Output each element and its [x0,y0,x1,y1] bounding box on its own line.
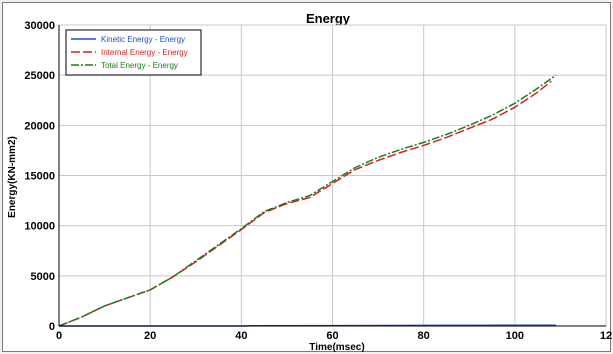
axes [58,25,606,327]
y-tick-label: 25000 [24,70,55,82]
legend: Kinetic Energy - Energy Internal Energy -… [65,29,202,76]
y-axis-title: Energy(KN-mm2) [7,136,18,218]
title-background [59,12,609,26]
y-tick-label: 20000 [24,120,55,132]
y-tick-label: 30000 [24,20,55,32]
x-tick-label: 80 [418,330,430,342]
chart-title: Energy [306,11,351,26]
chart-title-bar: Energy [59,11,609,26]
x-tick-label: 20 [144,330,156,342]
x-tick-label: 60 [326,330,338,342]
energy-chart: Energy 0 20 40 60 80 100 12 0 5000 10000 15000 200… [7,11,612,353]
x-tick-label: 0 [56,330,62,342]
y-tick-label: 0 [49,321,55,333]
x-tick-labels: 0 20 40 60 80 100 12 [56,330,612,342]
y-tick-label: 10000 [24,221,55,233]
legend-label: Internal Energy - Energy [101,48,188,57]
legend-label: Total Energy - Energy [101,61,178,70]
legend-label: Kinetic Energy - Energy [101,35,185,44]
x-tick-label: 12 [600,330,612,342]
series-line [58,74,557,327]
y-tick-label: 5000 [31,271,55,283]
y-tick-label: 15000 [24,171,55,183]
x-axis-title: Time(msec) [309,342,364,353]
y-tick-labels: 0 5000 10000 15000 20000 25000 30000 [24,20,55,333]
x-tick-label: 40 [235,330,247,342]
x-tick-label: 100 [506,330,524,342]
